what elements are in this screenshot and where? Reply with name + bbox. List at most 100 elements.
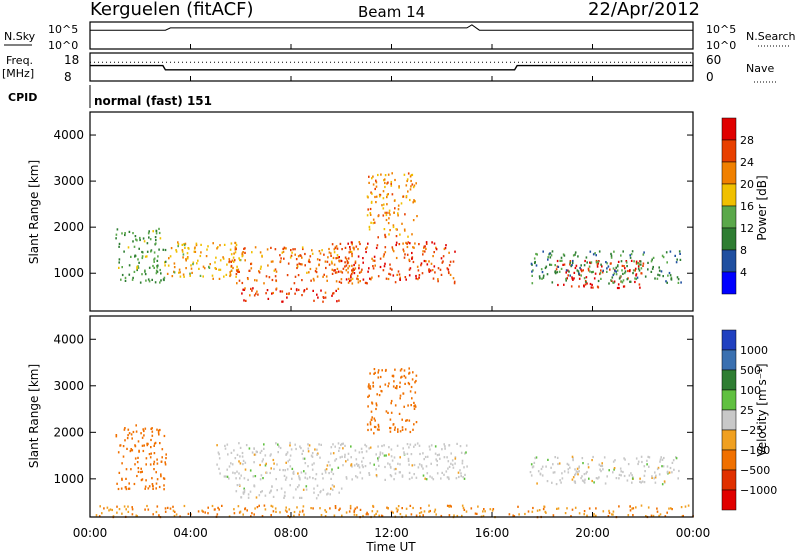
colorbar-segment (721, 409, 737, 431)
data-cell (561, 477, 564, 480)
data-cell (362, 278, 365, 281)
data-cell (387, 181, 389, 184)
data-cell (142, 449, 145, 453)
data-cell (676, 258, 678, 261)
power-colorbar-label: Power [dB] (755, 175, 769, 240)
data-cell (418, 243, 420, 246)
data-cell (574, 251, 577, 254)
data-cell (433, 242, 436, 245)
data-cell (279, 254, 281, 257)
data-cell (566, 462, 569, 465)
data-cell (215, 256, 217, 259)
data-cell (406, 443, 409, 446)
data-cell (339, 507, 341, 510)
data-cell (239, 258, 241, 262)
data-cell (535, 456, 538, 459)
data-cell (230, 264, 233, 268)
data-cell (228, 258, 231, 261)
data-cell (272, 458, 275, 462)
data-cell (334, 506, 337, 510)
data-cell (118, 266, 120, 269)
data-cell (163, 276, 166, 279)
data-cell (148, 280, 151, 283)
data-cell (529, 471, 532, 474)
data-cell (592, 270, 594, 273)
data-cell (164, 261, 166, 264)
data-cell (577, 270, 580, 273)
data-cell (567, 471, 570, 474)
data-cell (647, 506, 650, 509)
data-cell (141, 444, 144, 447)
data-cell (344, 246, 347, 249)
data-cell (243, 487, 245, 490)
data-cell (651, 476, 653, 479)
data-cell (658, 514, 660, 517)
data-cell (384, 235, 387, 238)
data-cell (610, 256, 613, 259)
data-cell (398, 273, 401, 276)
data-cell (648, 465, 650, 468)
data-cell (402, 195, 405, 198)
data-cell (273, 467, 275, 471)
data-cell (403, 374, 406, 378)
colorbar-tick-label: 4 (740, 266, 747, 279)
data-cell (144, 255, 147, 258)
data-cell (273, 462, 275, 465)
data-cell (329, 493, 331, 496)
data-cell (377, 173, 379, 177)
data-cell (200, 251, 202, 254)
data-cell (153, 463, 155, 466)
data-cell (606, 267, 608, 270)
data-cell (238, 270, 240, 273)
data-cell (661, 483, 664, 486)
data-cell (126, 437, 129, 440)
freq-unit-label: [MHz] (2, 67, 34, 80)
data-cell (297, 472, 299, 475)
data-cell (643, 251, 645, 254)
data-cell (325, 468, 328, 471)
data-cell (585, 256, 588, 259)
data-cell (173, 266, 176, 269)
data-cell (554, 264, 556, 267)
data-cell (264, 508, 267, 511)
data-cell (596, 265, 599, 268)
data-cell (623, 457, 625, 460)
colorbar-segment (721, 389, 737, 411)
data-cell (259, 267, 262, 270)
data-cell (292, 496, 295, 499)
data-cell (387, 173, 390, 176)
data-cell (273, 269, 276, 272)
data-cell (453, 514, 455, 517)
data-cell (243, 299, 245, 302)
data-cell (310, 454, 313, 457)
data-cell (459, 469, 461, 472)
data-cell (598, 476, 600, 479)
data-cell (369, 446, 372, 449)
data-cell (316, 448, 318, 451)
data-cell (551, 281, 554, 284)
data-cell (524, 512, 526, 516)
data-cell (326, 493, 328, 496)
data-cell (578, 466, 580, 469)
data-cell (326, 279, 328, 282)
data-cell (614, 269, 616, 272)
data-cell (668, 507, 670, 510)
data-cell (146, 255, 148, 258)
data-cell (423, 245, 426, 248)
data-cell (315, 473, 318, 476)
data-cell (570, 285, 573, 288)
data-cell (517, 505, 519, 508)
data-cell (622, 470, 624, 474)
data-cell (348, 251, 351, 254)
data-cell (183, 504, 186, 508)
data-cell (618, 286, 620, 290)
data-cell (385, 213, 388, 217)
data-cell (338, 260, 341, 263)
data-cell (540, 268, 543, 271)
data-cell (600, 263, 602, 266)
data-cell (573, 271, 576, 274)
data-cell (143, 434, 145, 437)
data-cell (142, 237, 145, 240)
data-cell (592, 253, 595, 256)
data-cell (668, 271, 671, 275)
